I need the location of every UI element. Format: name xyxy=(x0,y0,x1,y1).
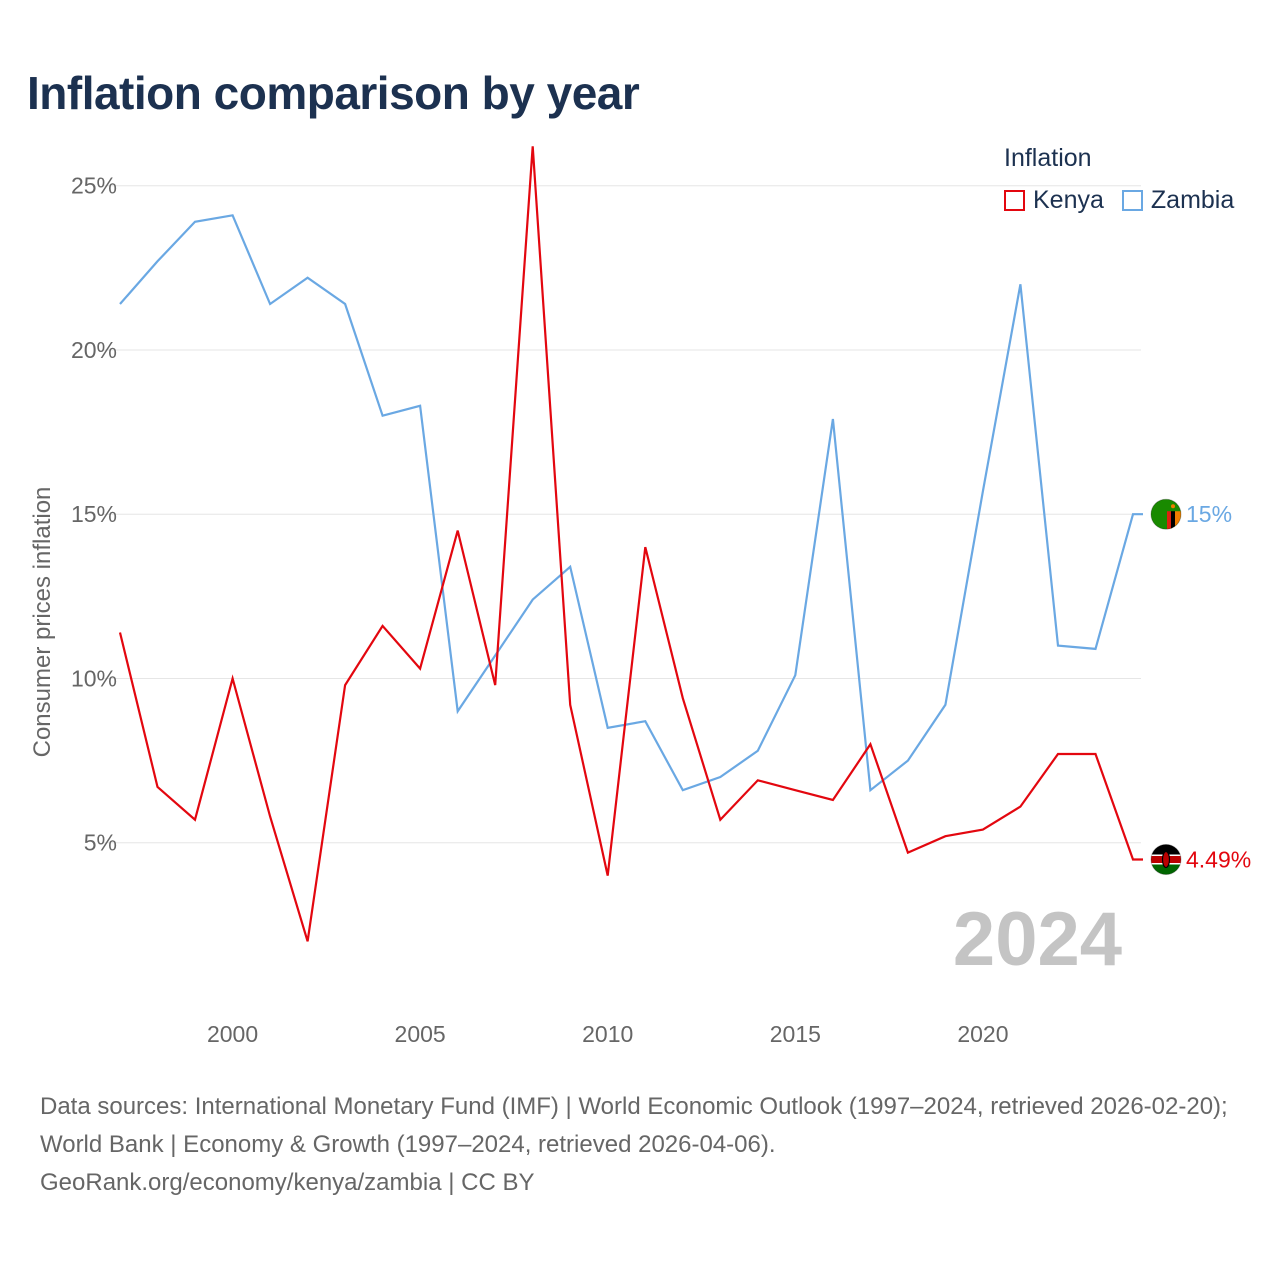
legend-swatch-zambia xyxy=(1121,190,1143,211)
credit-link[interactable]: GeoRank.org/economy/kenya/zambia | CC BY xyxy=(40,1169,535,1196)
year-watermark: 2024 xyxy=(953,897,1122,982)
legend-title: Inflation xyxy=(1004,144,1092,172)
legend-item-zambia[interactable]: Zambia xyxy=(1121,186,1235,215)
series-line-zambia xyxy=(119,214,1143,793)
footer: Data sources: International Monetary Fun… xyxy=(40,1088,1250,1202)
series-kenya xyxy=(118,146,1143,942)
chart-title: Inflation comparison by year xyxy=(27,67,640,119)
legend-label-kenya: Kenya xyxy=(1033,186,1104,214)
x-tick-label-2010: 2010 xyxy=(582,1021,633,1047)
data-sources: Data sources: International Monetary Fun… xyxy=(40,1093,1228,1158)
end-label-zambia: 15% xyxy=(1186,501,1232,527)
x-tick-label-2015: 2015 xyxy=(770,1021,821,1047)
x-tick-label-2000: 2000 xyxy=(207,1021,258,1047)
y-tick-label-20: 20% xyxy=(71,337,117,363)
flag-zambia-icon xyxy=(1151,499,1181,530)
y-tick-label-25: 25% xyxy=(71,173,117,199)
line-chart: 5% 10% 15% 20% 25% 2000 2005 2010 2015 2020 Consum… xyxy=(29,146,1251,1047)
legend-swatch-kenya xyxy=(1004,190,1025,211)
y-axis-label: Consumer prices inflation xyxy=(29,487,56,758)
series-zambia xyxy=(119,214,1143,793)
legend-item-kenya[interactable]: Kenya xyxy=(1004,186,1104,215)
y-tick-label-10: 10% xyxy=(71,665,117,691)
y-tick-label-5: 5% xyxy=(84,830,117,856)
x-tick-label-2005: 2005 xyxy=(395,1021,446,1047)
legend-label-zambia: Zambia xyxy=(1150,186,1235,214)
x-tick-label-2020: 2020 xyxy=(957,1021,1008,1047)
flag-kenya-icon xyxy=(1151,844,1181,875)
end-marker-kenya xyxy=(1150,843,1182,875)
end-label-kenya: 4.49% xyxy=(1186,846,1251,872)
series-line-kenya xyxy=(118,146,1143,942)
legend: Kenya Zambia xyxy=(1004,186,1234,215)
end-marker-zambia xyxy=(1150,498,1182,530)
y-tick-label-15: 15% xyxy=(71,501,117,527)
